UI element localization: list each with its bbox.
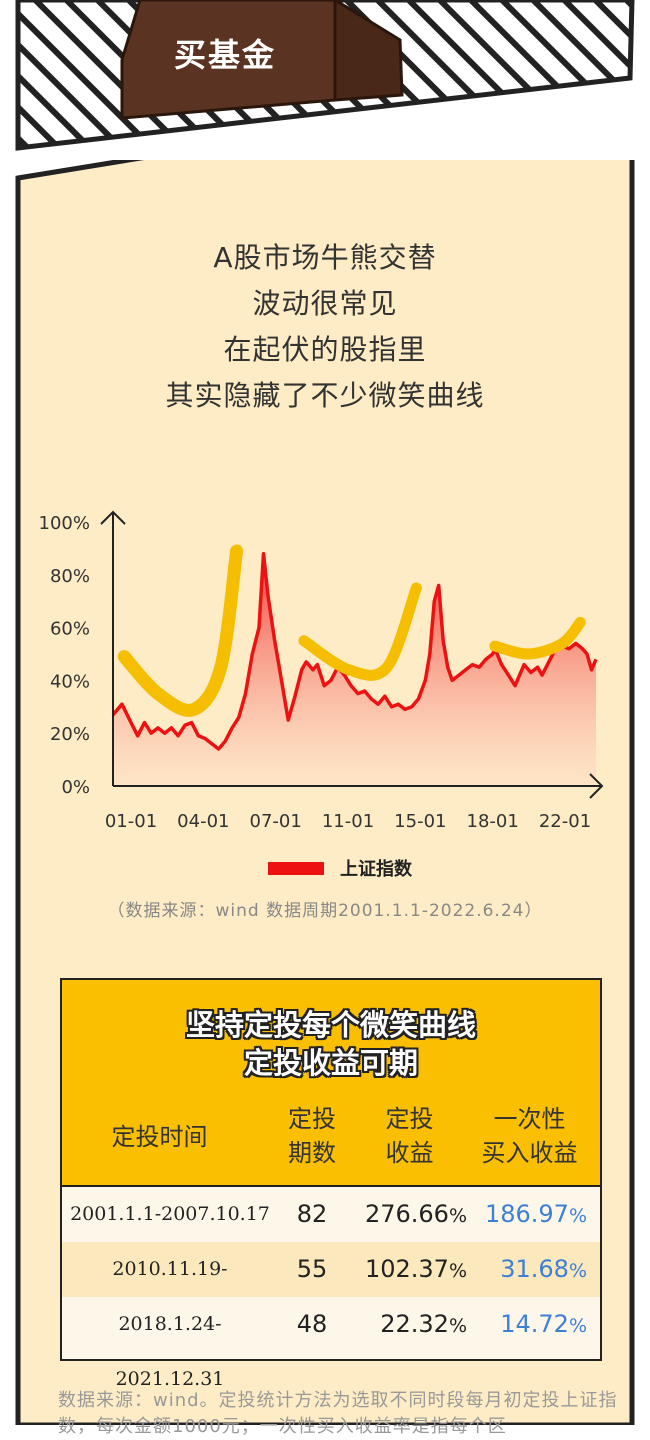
row-once-value: 186.97: [484, 1200, 569, 1228]
y-tick-label: 0%: [61, 777, 90, 798]
table-row: 2018.1.24-2021.12.31 48 22.32% 14.72%: [62, 1297, 600, 1390]
intro-text: A股市场牛熊交替 波动很常见 在起伏的股指里 其实隐藏了不少微笑曲线: [0, 235, 650, 419]
y-tick-label: 40%: [50, 671, 90, 692]
row-return: 22.32%: [352, 1297, 467, 1352]
header-panel: 买基金: [0, 0, 650, 175]
row-once-value: 31.68: [500, 1255, 569, 1283]
header-count: 定投 期数: [267, 1102, 357, 1170]
y-tick-label: 80%: [50, 566, 90, 587]
row-return: 102.37%: [352, 1242, 467, 1297]
y-tick-label: 60%: [50, 619, 90, 640]
x-tick-label: 07-01: [250, 811, 302, 832]
x-tick-label: 01-01: [105, 811, 157, 832]
table-title: 坚持定投每个微笑曲线 定投收益可期: [62, 1006, 600, 1082]
row-once-value: 14.72: [500, 1310, 569, 1338]
row-once: 31.68%: [467, 1242, 587, 1297]
row-period: 2001.1.1-2007.10.17: [70, 1203, 270, 1225]
x-tick-label: 11-01: [322, 811, 374, 832]
index-chart: 0% 20% 40% 60% 80% 100% 01-01 04-01 07-01 11-01 1…: [39, 510, 604, 880]
x-axis-labels: 01-01 04-01 07-01 11-01 15-01 18-01 22-01: [105, 811, 591, 832]
percent-sign: %: [568, 1205, 587, 1227]
header-count-line: 期数: [288, 1139, 336, 1167]
intro-line: A股市场牛熊交替: [213, 241, 437, 274]
row-period: 2010.11.19-2015.6.16: [112, 1258, 228, 1335]
percent-sign: %: [568, 1260, 587, 1282]
y-axis-labels: 0% 20% 40% 60% 80% 100%: [39, 513, 90, 798]
header-return-line: 收益: [385, 1139, 434, 1167]
x-tick-label: 18-01: [467, 811, 519, 832]
smile-curve: [117, 544, 244, 717]
percent-sign: %: [448, 1315, 467, 1337]
data-source-note: （数据来源：wind 数据周期2001.1.1-2022.6.24）: [107, 901, 543, 921]
row-return-value: 102.37: [364, 1255, 449, 1283]
header-count-line: 定投: [288, 1105, 336, 1133]
percent-sign: %: [448, 1260, 467, 1282]
row-return: 276.66%: [352, 1187, 467, 1242]
smile-curve: [489, 616, 586, 660]
returns-table: 坚持定投每个微笑曲线 定投收益可期 定投时间 定投 期数 定投 收益 一次性 买…: [60, 978, 602, 1390]
row-count: 82: [296, 1200, 328, 1228]
x-tick-label: 04-01: [177, 811, 229, 832]
x-tick-label: 15-01: [394, 811, 446, 832]
table-header: 坚持定投每个微笑曲线 定投收益可期 定投时间 定投 期数 定投 收益 一次性 买…: [62, 980, 600, 1187]
intro-line: 在起伏的股指里: [223, 333, 427, 366]
header-illustration: [15, 0, 635, 151]
x-tick-label: 22-01: [539, 811, 591, 832]
row-return-value: 276.66: [364, 1200, 449, 1228]
legend-label: 上证指数: [340, 858, 413, 880]
x-axis: [113, 773, 604, 799]
header-title: 买基金: [173, 36, 276, 74]
y-axis: [100, 510, 126, 786]
percent-sign: %: [568, 1315, 587, 1337]
table-row: 2010.11.19-2015.6.16 55 102.37% 31.68%: [62, 1242, 600, 1335]
y-tick-label: 20%: [50, 724, 90, 745]
intro-line: 其实隐藏了不少微笑曲线: [165, 379, 485, 412]
index-line: [111, 551, 598, 751]
row-once: 186.97%: [467, 1187, 587, 1242]
y-tick-label: 100%: [39, 513, 90, 534]
header-once-line: 买入收益: [481, 1139, 578, 1167]
percent-sign: %: [448, 1205, 467, 1227]
footnote: 数据来源：wind。定投统计方法为选取不同时段每月初定投上证指数，每次金额100…: [58, 1390, 618, 1437]
smile-curves: [117, 544, 586, 717]
smile-curve: [298, 582, 422, 681]
header-return-line: 定投: [385, 1105, 434, 1133]
header-return: 定投 收益: [362, 1102, 457, 1170]
row-count: 55: [296, 1255, 328, 1283]
intro-line: 波动很常见: [252, 287, 398, 320]
row-once: 14.72%: [467, 1297, 587, 1352]
header-period: 定投时间: [111, 1123, 208, 1151]
table-row: 2001.1.1-2007.10.17 82 276.66% 186.97%: [62, 1187, 600, 1242]
table-title-line: 定投收益可期: [243, 1046, 418, 1080]
header-once: 一次性 买入收益: [462, 1102, 597, 1170]
row-return-value: 22.32: [380, 1310, 449, 1338]
row-count: 48: [296, 1310, 328, 1338]
table-title-line: 坚持定投每个微笑曲线: [185, 1008, 476, 1042]
row-period: 2018.1.24-2021.12.31: [115, 1313, 225, 1390]
header-once-line: 一次性: [493, 1105, 566, 1133]
legend-swatch: [268, 862, 324, 875]
